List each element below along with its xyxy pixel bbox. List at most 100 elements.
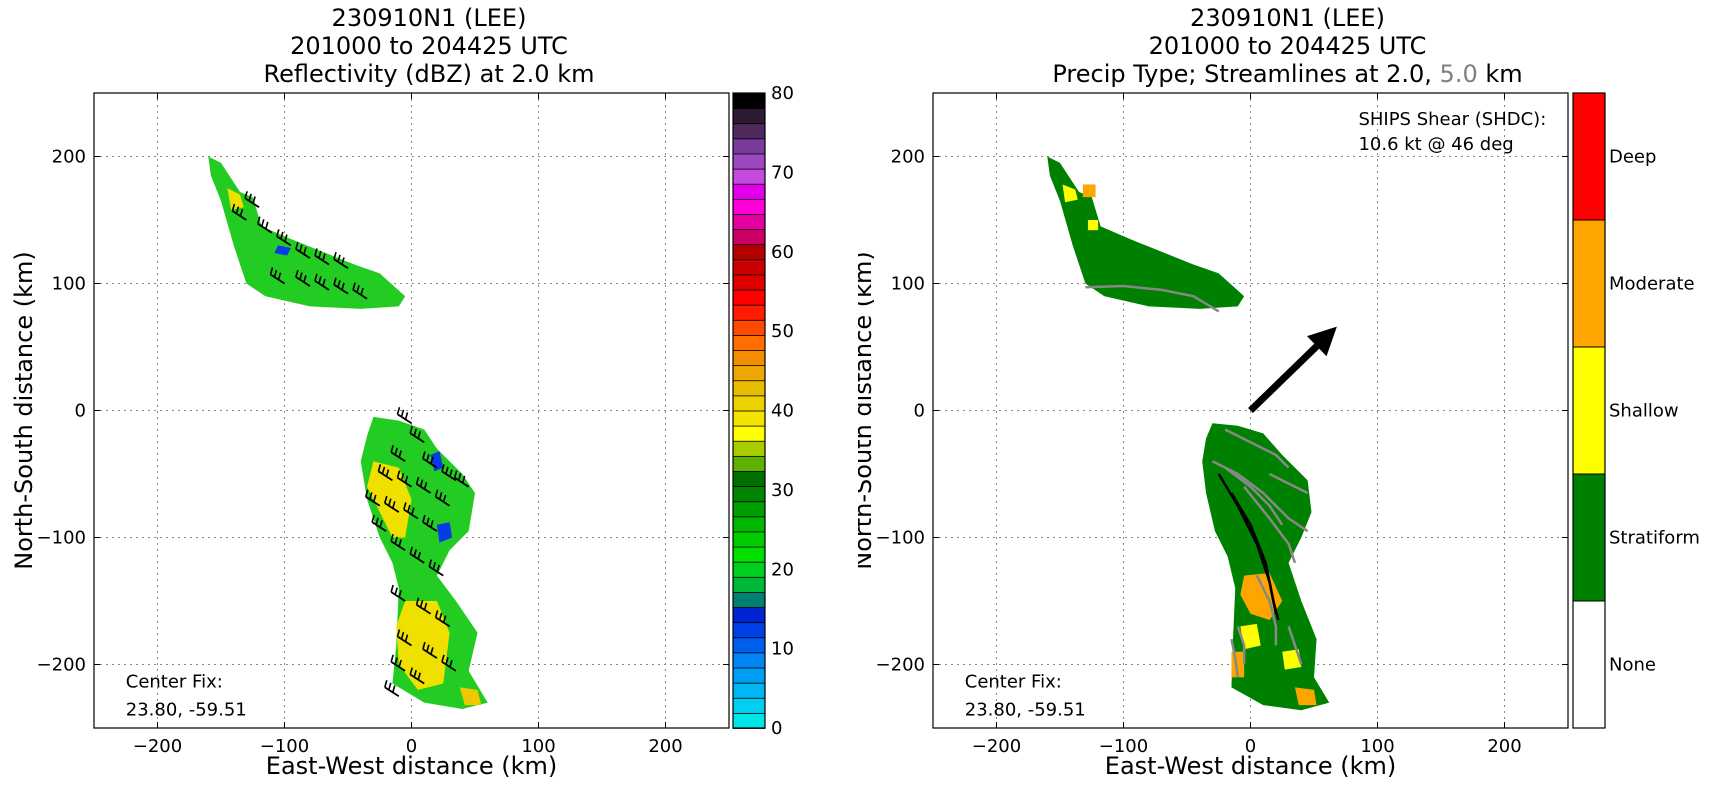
- wind-barb-flag: [404, 634, 409, 642]
- wind-barb-flag: [392, 685, 396, 693]
- wind-barb-staff: [276, 235, 292, 247]
- wind-barb: [295, 269, 311, 287]
- streamline-5km: [1224, 466, 1284, 526]
- wind-barb-flag: [417, 672, 421, 680]
- wind-barb: [441, 464, 457, 482]
- colorbar-segment: [732, 213, 766, 230]
- colorbar-segment: [732, 349, 766, 367]
- wind-barb-flag: [384, 495, 388, 504]
- wind-barb-flag: [430, 456, 434, 465]
- colorbar-segment: [732, 636, 766, 654]
- colorbar-segment: [732, 289, 766, 306]
- wind-barb: [333, 252, 349, 270]
- wind-barb-flag: [261, 219, 265, 227]
- wind-barb-flag: [269, 267, 274, 275]
- colorbar-segment: [732, 515, 766, 533]
- wind-barb-flag: [231, 203, 236, 212]
- wind-barb-staff: [390, 451, 406, 463]
- reflectivity-chart: −200 −100 0 100 200−200−1000100200East-West …: [10, 83, 794, 780]
- wind-barb-flag: [438, 492, 443, 500]
- wind-barb: [371, 514, 387, 532]
- echo-region: [436, 522, 453, 543]
- wind-barb-flag: [404, 412, 409, 420]
- wind-barb: [409, 667, 425, 685]
- wind-barb-flag: [299, 244, 303, 252]
- wind-barb-staff: [409, 673, 425, 685]
- colorbar-label-stratiform: Stratiform: [1609, 528, 1700, 549]
- x-tick-label: −200: [133, 736, 182, 757]
- center-fix-value: 23.80, -59.51: [126, 699, 247, 720]
- shear-vector-head: [1307, 326, 1337, 357]
- wind-barb-flag: [239, 208, 244, 217]
- precip-region: [1082, 184, 1096, 198]
- wind-barb-staff: [384, 502, 400, 513]
- wind-barb-flag: [438, 612, 443, 621]
- colorbar-tick-label: 20: [771, 559, 794, 580]
- wind-barb-flag: [426, 454, 430, 462]
- wind-barb-flag: [295, 269, 299, 278]
- wind-barb-flag: [322, 253, 326, 261]
- y-axis-label: North-South distance (km): [10, 251, 38, 570]
- wind-barb-staff: [390, 591, 406, 602]
- wind-barb: [403, 502, 419, 520]
- y-tick-label: 200: [891, 147, 925, 168]
- streamline-5km: [1255, 575, 1278, 646]
- wind-barb: [390, 584, 406, 602]
- wind-barb-staff: [333, 258, 349, 270]
- wind-barb-flag: [280, 231, 284, 240]
- colorbar-segment: [732, 304, 766, 321]
- wind-barb-flag: [379, 520, 383, 528]
- wind-barb-flag: [322, 278, 326, 287]
- wind-barb-flag: [371, 514, 375, 523]
- plot-area: [933, 93, 1568, 728]
- wind-barb-flag: [295, 241, 299, 250]
- colorbar-segment: [732, 682, 766, 699]
- colorbar-segment: [732, 485, 766, 503]
- streamline-5km: [1236, 626, 1246, 665]
- streamline-5km: [1268, 472, 1309, 495]
- plot-area: [94, 93, 729, 728]
- colorbar-segment: [732, 168, 766, 185]
- wind-barb: [295, 241, 311, 259]
- precip-type-chart: SHIPS Shear (SHDC): 10.6 kt @ 46 deg −200 −…: [858, 92, 1700, 780]
- streamline-5km: [1085, 284, 1220, 313]
- wind-barb-flag: [299, 272, 303, 280]
- y-tick-label: −200: [876, 655, 925, 676]
- wind-barb-flag: [413, 428, 417, 437]
- y-tick-label: −100: [37, 528, 86, 549]
- wind-barb-staff: [295, 248, 311, 259]
- wind-barb-flag: [385, 469, 390, 477]
- colorbar-tick-label: 0: [771, 718, 782, 739]
- y-tick-label: −100: [876, 528, 925, 549]
- wind-barb: [409, 426, 425, 444]
- wind-barb-flag: [409, 426, 413, 434]
- wind-barb-flag: [434, 610, 439, 618]
- wind-barb-flag: [403, 502, 407, 510]
- echo-region: [227, 188, 244, 210]
- colorbar-segment: [732, 546, 766, 563]
- colorbar-segment: [732, 198, 766, 215]
- wind-barb-flag: [445, 657, 449, 665]
- wind-barb-flag: [415, 597, 420, 605]
- colorbar-segment: [732, 652, 766, 669]
- streamline-5km: [1287, 626, 1303, 665]
- wind-barb-flag: [252, 196, 256, 204]
- wind-barb-flag: [284, 234, 288, 242]
- y-axis-label: North-South distance (km): [858, 251, 877, 570]
- colorbar-segment: [732, 228, 766, 246]
- wind-barb-flag: [244, 191, 248, 199]
- colorbar-segment: [732, 92, 766, 110]
- wind-barb-staff: [441, 470, 457, 482]
- wind-barb: [422, 451, 438, 469]
- wind-barb-flag: [396, 470, 401, 478]
- wind-barb-flag: [426, 517, 430, 525]
- precip-region: [1240, 623, 1261, 650]
- colorbar-segment: [732, 274, 766, 291]
- colorbar-tick-label: 10: [771, 639, 794, 660]
- colorbar-segment: [732, 425, 766, 442]
- x-tick-label: −100: [260, 736, 309, 757]
- wind-barb-flag: [318, 250, 322, 259]
- wind-barb-flag: [388, 682, 392, 691]
- wind-barb-flag: [257, 216, 261, 224]
- wind-barb-flag: [422, 451, 426, 459]
